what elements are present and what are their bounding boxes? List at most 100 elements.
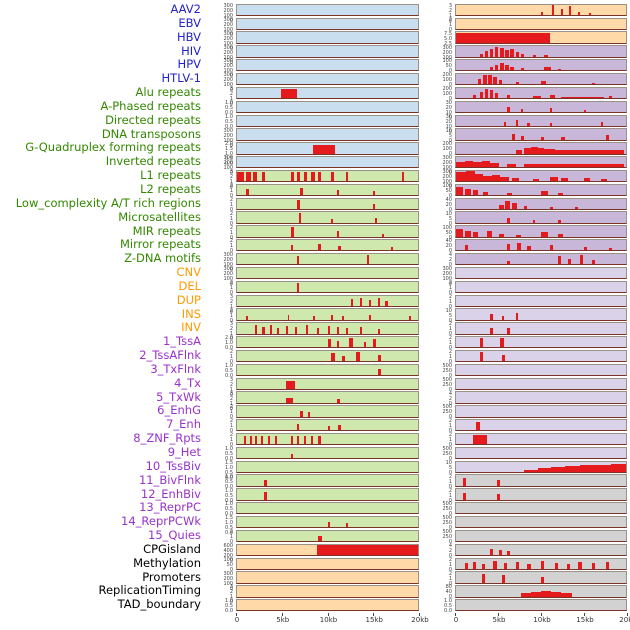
data-bar (549, 94, 555, 99)
x-tick: 20kb (619, 613, 630, 624)
y-axis-ticks: 10 5 0 (419, 460, 455, 475)
y-tick-label: 100 (442, 182, 452, 189)
y-tick-label: 3 (229, 390, 233, 397)
y-tick-label: 3 (229, 169, 233, 176)
y-tick-label: 0 (229, 539, 233, 546)
data-bar (456, 229, 463, 237)
x-tick-label: 0 (453, 616, 459, 625)
y-axis-ticks: 100 50 0 (419, 182, 455, 198)
data-bar (544, 67, 552, 71)
y-axis-ticks: 30 20 10 0 (419, 114, 455, 134)
y-tick-label: 1.0 (225, 487, 233, 494)
y-tick-label: 250 (442, 367, 452, 374)
track-panel-left (236, 266, 419, 280)
y-axis-ticks: 1.0 0.5 0.0 (205, 474, 236, 490)
data-bar (527, 246, 531, 251)
data-bar (341, 315, 344, 320)
track-panel-left (236, 169, 419, 183)
data-bar (583, 177, 591, 182)
data-bar (527, 122, 530, 126)
data-bar (609, 164, 625, 168)
y-tick-label: 2 (229, 395, 233, 402)
y-axis-ticks: 300 200 100 0 (205, 266, 236, 287)
x-axis: 0 5kb 10kb 15kb 20kb (234, 613, 429, 629)
data-bar (464, 562, 468, 569)
x-tick-label: 0 (234, 616, 240, 625)
y-tick-label: 0 (448, 96, 452, 103)
data-bar (318, 244, 321, 251)
track-panel-left (236, 225, 419, 238)
track-panel-left (236, 100, 419, 113)
data-bar (561, 137, 565, 140)
y-tick-label: 1 (448, 298, 452, 305)
track-panel-right (455, 211, 627, 224)
y-tick-label: 300 (223, 127, 233, 134)
data-bar (583, 246, 587, 251)
y-tick-label: 40 (445, 238, 452, 245)
y-axis-ticks: 1.0 0.5 0.0 (205, 363, 236, 378)
y-tick-label: 2 (229, 210, 233, 217)
data-bar (269, 324, 272, 334)
y-tick-label: 1 (229, 284, 233, 291)
track-panel-right (455, 73, 627, 86)
y-tick-label: 100 (442, 58, 452, 65)
track-row: 1_TssA 2.0 1.0 0.0 2 1 0 (0, 334, 630, 351)
y-tick-label: 100 (442, 165, 452, 172)
y-tick-label: 250 (442, 409, 452, 416)
y-axis-ticks: 300 200 100 0 (205, 58, 236, 79)
track-label: INV (181, 320, 201, 335)
data-bar (237, 171, 245, 182)
y-tick-label: 500 (442, 376, 452, 383)
y-tick-label: 10 (445, 123, 452, 130)
y-tick-label: 1 (229, 215, 233, 222)
y-tick-label: 2 (229, 307, 233, 314)
y-tick-label: 20 (445, 243, 452, 250)
data-bar (372, 190, 376, 196)
y-tick-label: 2 (229, 174, 233, 181)
track-label: CPGisland (143, 541, 201, 556)
data-bar (378, 297, 381, 306)
y-tick-label: 250 (442, 506, 452, 513)
y-tick-label: 100 (223, 165, 233, 172)
data-bar (605, 135, 609, 140)
y-axis-ticks: 200 100 0 (419, 72, 455, 88)
track-panel-left (236, 488, 419, 501)
y-tick-label: 20 (445, 104, 452, 111)
data-bar (338, 424, 342, 431)
y-tick-label: 1.0 (225, 501, 233, 508)
data-bar (554, 562, 558, 569)
data-bar (479, 338, 484, 348)
track-panel-right (455, 405, 627, 418)
y-axis-ticks: 100 50 0 (205, 557, 236, 572)
data-bar (592, 82, 596, 85)
data-bar (336, 230, 340, 237)
y-tick-label: 1.0 (225, 340, 233, 347)
y-tick-label: 0 (229, 442, 233, 449)
data-bar (255, 436, 258, 445)
y-tick-label: 2 (448, 556, 452, 563)
data-bar (507, 261, 510, 265)
data-bar (473, 434, 487, 445)
y-tick-label: 0.0 (225, 483, 233, 490)
data-bar (501, 355, 506, 362)
data-bar (291, 245, 294, 251)
data-bar (255, 325, 258, 334)
data-bar (327, 522, 331, 528)
y-axis-ticks: 40 20 0 (419, 197, 455, 212)
y-tick-label: 0 (448, 331, 452, 338)
y-tick-label: 2 (448, 547, 452, 554)
y-tick-label: 30 (445, 99, 452, 106)
y-tick-label: 0.0 (225, 123, 233, 130)
track-panel-right (455, 59, 627, 72)
track-panel-left (236, 529, 419, 543)
track-label: Microsatellites (118, 209, 201, 224)
data-bar (515, 82, 519, 85)
y-tick-label: 0 (448, 137, 452, 144)
data-bar (512, 203, 518, 209)
track-panel-left (236, 585, 419, 598)
y-tick-label: 200 (442, 141, 452, 148)
y-tick-label: 0 (229, 267, 233, 274)
